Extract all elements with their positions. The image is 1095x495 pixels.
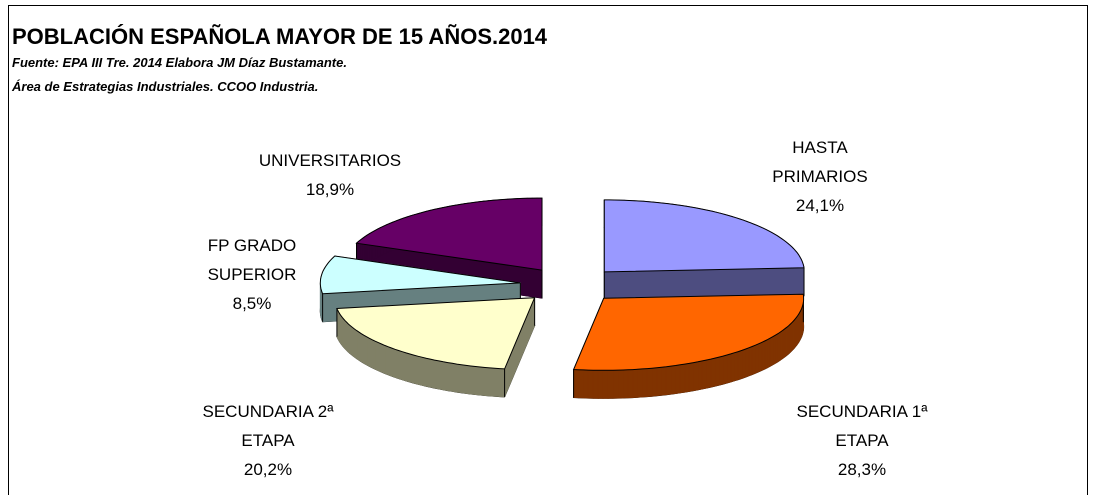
slice-side: [752, 345, 755, 374]
slice-side: [742, 349, 746, 378]
slice-side: [770, 337, 773, 367]
slice-side: [698, 361, 702, 390]
slice-side: [422, 357, 426, 386]
slice-side: [369, 338, 372, 368]
slice-side: [476, 367, 481, 396]
slice-side: [628, 370, 633, 398]
slice-side: [759, 342, 762, 371]
slice-side: [608, 370, 613, 398]
slice-side: [583, 370, 588, 398]
slice-side: [378, 343, 381, 372]
slice-side: [719, 356, 723, 385]
slice-side: [588, 370, 593, 398]
slice-side: [689, 363, 693, 392]
slice-side: [402, 352, 406, 381]
slice-side: [426, 358, 430, 387]
slice-side: [727, 354, 731, 383]
slice-side: [461, 365, 466, 394]
slice-side: [768, 338, 771, 368]
slice-side: [452, 363, 457, 392]
value-label: 24,1%: [755, 191, 885, 220]
slice-side: [388, 347, 392, 376]
slice-side: [603, 370, 608, 398]
slice-side: [410, 354, 414, 383]
slice-side: [694, 362, 698, 391]
slice-side: [633, 369, 638, 397]
slice-side: [702, 360, 706, 389]
slice-side: [680, 364, 685, 393]
slice-side: [382, 344, 385, 373]
slice-side: [457, 364, 462, 393]
slice-side: [448, 363, 453, 392]
slice-side: [375, 341, 378, 370]
slice-side: [500, 369, 505, 397]
slice-side: [755, 344, 758, 373]
slice-side: [392, 348, 396, 377]
slice-side: [435, 360, 439, 389]
slice-side: [735, 352, 739, 381]
slice-side: [657, 367, 662, 396]
value-label: 8,5%: [187, 289, 317, 318]
slice-side: [495, 368, 500, 396]
slice-side: [666, 366, 671, 395]
slice-side: [385, 345, 388, 374]
slice-side: [715, 357, 719, 386]
slice-side: [765, 340, 768, 369]
category-label: SECUNDARIA 2ª ETAPA: [188, 397, 348, 455]
slice-side: [364, 335, 367, 365]
slice-side: [430, 359, 434, 388]
slice-side: [671, 366, 676, 395]
slice-side: [662, 367, 667, 396]
slice-side: [723, 355, 727, 384]
slice-side: [598, 370, 603, 398]
slice-side: [490, 368, 495, 396]
category-label: HASTA PRIMARIOS: [755, 133, 885, 191]
slice-side: [418, 356, 422, 385]
slice-side: [638, 369, 643, 397]
slice-side: [707, 359, 711, 388]
slice-side: [745, 348, 748, 377]
slice-side: [647, 368, 652, 396]
slice-side: [623, 370, 628, 398]
slice-side: [480, 367, 485, 396]
slice-side: [471, 366, 476, 395]
slice-side: [685, 363, 690, 392]
slice-side: [485, 368, 490, 396]
value-label: 20,2%: [188, 455, 348, 484]
value-label: 18,9%: [220, 175, 440, 204]
slice-side: [711, 358, 715, 387]
slice-side: [738, 350, 742, 379]
slice-side: [443, 362, 448, 391]
category-label: SECUNDARIA 1ª ETAPA: [782, 397, 942, 455]
slice-side: [439, 361, 443, 390]
slice-side: [414, 355, 418, 384]
slice-side: [652, 368, 657, 397]
slice-side: [642, 369, 647, 397]
category-label: UNIVERSITARIOS: [220, 146, 440, 175]
slice-side: [676, 365, 681, 394]
slice-side: [593, 370, 598, 398]
value-label: 28,3%: [782, 455, 942, 484]
slice-side: [749, 347, 752, 376]
slice-side: [618, 370, 623, 398]
slice-side: [399, 351, 403, 380]
slice-side: [466, 365, 471, 394]
slice-side: [367, 337, 370, 367]
category-label: FP GRADO SUPERIOR: [187, 231, 317, 289]
slice-side: [762, 341, 765, 370]
slice-side: [731, 353, 735, 382]
slice-side: [395, 349, 399, 378]
slice-side: [372, 340, 375, 369]
slice-side: [613, 370, 618, 398]
slice-side: [406, 353, 410, 382]
